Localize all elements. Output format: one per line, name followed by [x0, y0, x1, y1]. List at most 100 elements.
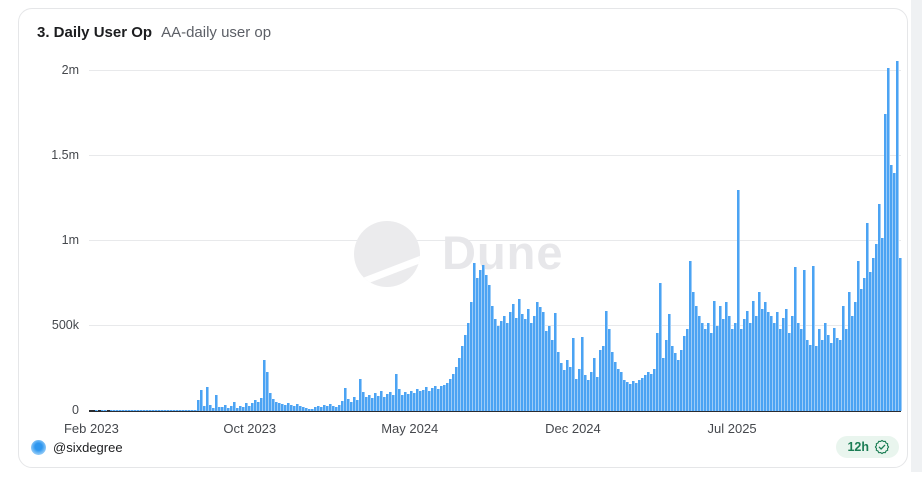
bar [725, 302, 728, 411]
bar [338, 404, 341, 411]
bar [737, 190, 740, 411]
bar [131, 410, 134, 411]
chart-title: 3. Daily User Op [37, 24, 153, 41]
bar [194, 410, 197, 411]
bar [644, 375, 647, 411]
bar [614, 361, 617, 411]
bar [281, 403, 284, 411]
bar [776, 312, 779, 411]
bar [314, 407, 317, 411]
bar [197, 400, 200, 411]
bar [587, 380, 590, 411]
chart-plot-area[interactable]: Dune [89, 61, 902, 412]
bar [158, 410, 161, 411]
x-tick-label: Feb 2023 [63, 421, 119, 436]
y-tick-label: 0 [72, 403, 79, 417]
bar [329, 404, 332, 411]
gridline [89, 70, 901, 71]
bar [602, 346, 605, 411]
bar [578, 369, 581, 411]
bar [731, 329, 734, 411]
bar [833, 327, 836, 411]
bar [809, 344, 812, 411]
bar [707, 322, 710, 411]
bar [230, 406, 233, 411]
bar [713, 300, 716, 411]
bar [806, 339, 809, 411]
bar [128, 410, 131, 411]
bar [125, 410, 128, 411]
bar [689, 261, 692, 411]
bar [218, 406, 221, 411]
bar [503, 315, 506, 411]
bar [263, 360, 266, 411]
bar [137, 410, 140, 411]
bar [881, 237, 884, 411]
bar [293, 405, 296, 411]
bar [122, 410, 125, 411]
badge-label: 12h [847, 440, 869, 454]
bar [545, 331, 548, 411]
bar [149, 410, 152, 411]
bar [290, 404, 293, 411]
bar [722, 319, 725, 411]
bar [761, 309, 764, 411]
bar [446, 382, 449, 411]
bar [434, 385, 437, 411]
y-tick-label: 1m [61, 233, 79, 247]
bar [863, 278, 866, 411]
bar [797, 322, 800, 411]
bar [431, 388, 434, 411]
bar [581, 337, 584, 411]
bar [239, 405, 242, 411]
bar [449, 378, 452, 411]
bar [671, 346, 674, 411]
bar [344, 388, 347, 411]
bar [167, 410, 170, 411]
bar [530, 322, 533, 411]
bar [818, 329, 821, 411]
bar [470, 302, 473, 411]
bar [152, 409, 155, 411]
bar [389, 392, 392, 411]
bar [812, 265, 815, 411]
bar [515, 317, 518, 411]
bar [200, 389, 203, 411]
bar [899, 258, 902, 411]
bar [509, 312, 512, 411]
bar [350, 401, 353, 411]
bar [560, 363, 563, 411]
bar [620, 371, 623, 411]
bar [683, 336, 686, 411]
author-avatar[interactable] [31, 439, 46, 455]
bar [287, 402, 290, 411]
bar [791, 315, 794, 411]
bar [851, 315, 854, 411]
bar [176, 410, 179, 411]
bar [296, 403, 299, 411]
bar [347, 399, 350, 411]
bar [317, 405, 320, 411]
data-freshness-badge[interactable]: 12h [836, 436, 899, 458]
bar [182, 410, 185, 411]
bar [284, 405, 287, 411]
verified-check-icon [874, 439, 890, 455]
bar [635, 382, 638, 411]
bar [206, 386, 209, 411]
bar [311, 408, 314, 411]
bar [392, 394, 395, 411]
bar [800, 329, 803, 411]
bar [119, 410, 122, 411]
chart-header: 3. Daily User Op AA-daily user op [37, 24, 889, 44]
bar [161, 410, 164, 411]
bar [860, 288, 863, 411]
bar [362, 392, 365, 411]
bar [386, 394, 389, 411]
bar [371, 398, 374, 411]
bar [326, 406, 329, 411]
bar [884, 113, 887, 411]
bar [551, 339, 554, 411]
bar [536, 302, 539, 411]
author-link[interactable]: @sixdegree [31, 439, 123, 455]
bar [677, 360, 680, 411]
